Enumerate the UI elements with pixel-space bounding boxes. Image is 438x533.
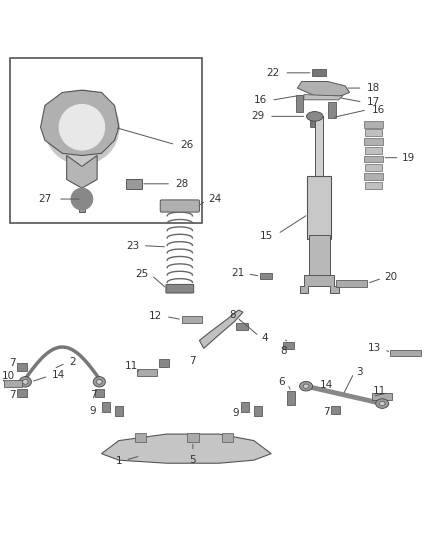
FancyBboxPatch shape — [310, 116, 320, 127]
Ellipse shape — [307, 111, 323, 121]
FancyBboxPatch shape — [364, 173, 383, 180]
Ellipse shape — [376, 399, 389, 408]
Polygon shape — [304, 94, 343, 100]
FancyBboxPatch shape — [283, 342, 294, 349]
Text: 11: 11 — [124, 361, 138, 371]
Text: 24: 24 — [208, 195, 221, 205]
Text: 18: 18 — [367, 83, 380, 93]
Ellipse shape — [96, 379, 102, 384]
Text: 12: 12 — [149, 311, 162, 321]
Ellipse shape — [379, 401, 385, 406]
FancyBboxPatch shape — [237, 322, 248, 329]
Text: 20: 20 — [385, 272, 398, 282]
Text: 15: 15 — [260, 231, 273, 241]
Text: 6: 6 — [279, 377, 285, 387]
FancyBboxPatch shape — [187, 433, 198, 442]
Polygon shape — [102, 434, 271, 463]
FancyBboxPatch shape — [160, 200, 199, 212]
Ellipse shape — [19, 377, 32, 387]
FancyBboxPatch shape — [10, 58, 201, 223]
FancyBboxPatch shape — [166, 284, 194, 293]
Circle shape — [71, 188, 93, 210]
FancyBboxPatch shape — [364, 120, 383, 128]
FancyBboxPatch shape — [102, 402, 110, 412]
FancyBboxPatch shape — [365, 182, 382, 189]
FancyBboxPatch shape — [365, 164, 382, 171]
FancyBboxPatch shape — [391, 350, 421, 356]
FancyBboxPatch shape — [372, 393, 392, 400]
Text: 7: 7 — [9, 358, 16, 368]
Text: 7: 7 — [9, 390, 16, 400]
Text: 14: 14 — [320, 380, 333, 390]
Circle shape — [45, 90, 119, 164]
Text: 16: 16 — [254, 95, 267, 105]
FancyBboxPatch shape — [287, 391, 295, 405]
Text: 25: 25 — [135, 269, 148, 279]
Text: 16: 16 — [371, 105, 385, 115]
Text: 19: 19 — [402, 152, 415, 163]
FancyBboxPatch shape — [222, 433, 233, 442]
Polygon shape — [67, 156, 97, 188]
FancyBboxPatch shape — [4, 380, 22, 386]
FancyBboxPatch shape — [309, 235, 329, 276]
Ellipse shape — [303, 384, 309, 389]
Text: 22: 22 — [267, 68, 280, 78]
FancyBboxPatch shape — [364, 156, 383, 163]
Ellipse shape — [22, 379, 28, 384]
Text: 13: 13 — [367, 343, 381, 353]
Text: 23: 23 — [126, 240, 139, 251]
Text: 5: 5 — [190, 455, 196, 465]
FancyBboxPatch shape — [159, 359, 169, 367]
Circle shape — [59, 104, 105, 150]
FancyBboxPatch shape — [312, 69, 326, 76]
FancyBboxPatch shape — [315, 116, 323, 180]
FancyBboxPatch shape — [260, 272, 272, 279]
Text: 28: 28 — [176, 179, 189, 189]
Text: 8: 8 — [280, 346, 287, 356]
FancyBboxPatch shape — [365, 130, 382, 136]
Polygon shape — [41, 90, 119, 156]
FancyBboxPatch shape — [365, 147, 382, 154]
Polygon shape — [300, 275, 339, 293]
FancyBboxPatch shape — [137, 369, 157, 376]
Text: 3: 3 — [356, 367, 363, 377]
Text: 14: 14 — [51, 370, 65, 381]
FancyBboxPatch shape — [336, 280, 367, 287]
FancyBboxPatch shape — [307, 176, 331, 239]
Text: 9: 9 — [90, 407, 96, 416]
Text: 9: 9 — [232, 408, 239, 418]
FancyBboxPatch shape — [296, 95, 304, 111]
Text: 8: 8 — [229, 310, 236, 320]
Text: 7: 7 — [190, 357, 196, 366]
Text: 7: 7 — [91, 390, 97, 400]
Text: 27: 27 — [38, 194, 51, 204]
Text: 11: 11 — [373, 385, 387, 395]
FancyBboxPatch shape — [254, 406, 262, 416]
Text: 17: 17 — [367, 98, 380, 108]
Text: 1: 1 — [116, 456, 122, 466]
FancyBboxPatch shape — [18, 362, 27, 370]
FancyBboxPatch shape — [126, 179, 142, 189]
FancyBboxPatch shape — [135, 433, 146, 442]
FancyBboxPatch shape — [79, 198, 85, 212]
Text: 10: 10 — [1, 371, 14, 381]
Text: 7: 7 — [323, 407, 330, 417]
Ellipse shape — [300, 382, 313, 391]
Polygon shape — [297, 82, 350, 96]
Text: 26: 26 — [180, 140, 193, 150]
FancyBboxPatch shape — [18, 389, 27, 397]
Text: 2: 2 — [69, 357, 75, 367]
FancyBboxPatch shape — [182, 316, 202, 322]
FancyBboxPatch shape — [115, 406, 123, 416]
FancyBboxPatch shape — [95, 389, 104, 397]
FancyBboxPatch shape — [241, 402, 249, 412]
Text: 29: 29 — [251, 111, 265, 122]
FancyBboxPatch shape — [331, 406, 340, 414]
Text: 4: 4 — [261, 333, 268, 343]
FancyBboxPatch shape — [328, 102, 336, 118]
FancyBboxPatch shape — [364, 138, 383, 145]
Text: 21: 21 — [231, 268, 244, 278]
Polygon shape — [199, 310, 243, 349]
Ellipse shape — [93, 377, 106, 387]
